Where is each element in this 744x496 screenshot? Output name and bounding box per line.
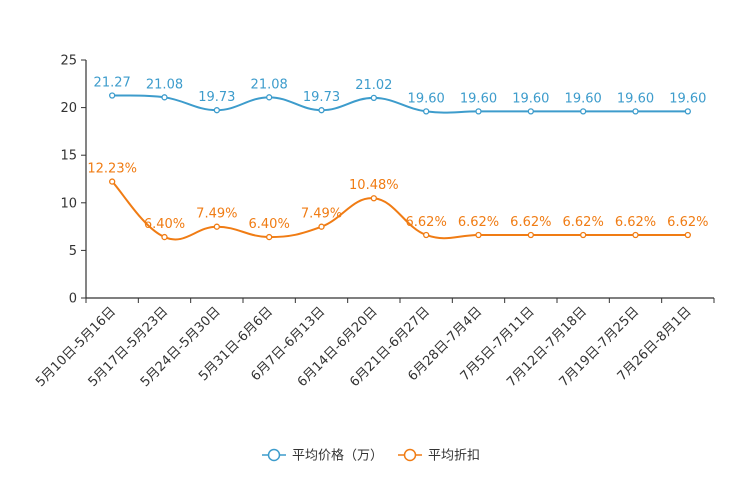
series-line	[112, 94, 688, 114]
data-point[interactable]	[527, 231, 534, 239]
y-tick-label: 0	[69, 292, 77, 307]
data-label: 21.02	[355, 78, 392, 93]
legend-item[interactable]: 平均折扣	[398, 449, 480, 464]
data-point[interactable]	[213, 107, 220, 114]
data-point[interactable]	[684, 108, 691, 115]
data-label: 6.62%	[667, 215, 708, 230]
data-point[interactable]	[632, 108, 639, 115]
data-point[interactable]	[213, 223, 220, 230]
data-point[interactable]	[161, 233, 168, 241]
legend-swatch-marker	[267, 448, 281, 462]
data-label: 10.48%	[349, 178, 399, 193]
chart-legend[interactable]: 平均价格（万） 平均折扣	[262, 448, 480, 464]
data-label: 7.49%	[196, 207, 237, 222]
data-point[interactable]	[684, 231, 691, 239]
data-label: 19.60	[408, 91, 445, 106]
data-label: 19.60	[460, 91, 497, 106]
series-group: 21.27 21.08 19.73 21.08 19.73 21.02 19.60 19.60…	[94, 76, 706, 115]
data-point[interactable]	[370, 94, 377, 102]
data-label: 7.49%	[301, 207, 342, 222]
data-point[interactable]	[475, 231, 482, 239]
legend-swatch-marker	[403, 448, 417, 462]
data-point[interactable]	[632, 231, 639, 239]
data-label: 6.40%	[144, 217, 185, 232]
data-point[interactable]	[423, 108, 430, 115]
y-tick-label: 15	[60, 149, 77, 164]
data-label: 12.23%	[87, 162, 137, 177]
data-point[interactable]	[475, 108, 482, 115]
data-label: 6.62%	[406, 215, 447, 230]
data-label: 21.08	[251, 77, 288, 92]
data-point[interactable]	[527, 108, 534, 115]
data-label: 6.62%	[510, 215, 551, 230]
data-label: 6.62%	[615, 215, 656, 230]
y-tick-label: 10	[60, 196, 77, 211]
chart-axes: 05101520255月10日-5月16日5月17日-5月23日5月24日-5月…	[33, 54, 715, 390]
y-tick-label: 25	[60, 54, 77, 69]
data-label: 19.60	[617, 91, 654, 106]
data-label: 19.73	[303, 90, 340, 105]
data-label: 6.62%	[563, 215, 604, 230]
legend-label: 平均价格（万）	[292, 448, 383, 464]
data-point[interactable]	[109, 178, 116, 185]
data-label: 19.73	[198, 90, 235, 105]
chart-series: 21.27 21.08 19.73 21.08 19.73 21.02 19.60 19.60…	[87, 76, 708, 241]
legend-label: 平均折扣	[428, 449, 480, 464]
data-point[interactable]	[109, 92, 116, 99]
data-label: 19.60	[512, 91, 549, 106]
data-point[interactable]	[266, 94, 273, 101]
data-point[interactable]	[266, 233, 273, 241]
data-point[interactable]	[318, 107, 325, 114]
data-point[interactable]	[423, 231, 430, 239]
data-label: 6.40%	[249, 217, 290, 232]
data-point[interactable]	[370, 195, 377, 202]
y-tick-label: 20	[60, 101, 77, 116]
data-point[interactable]	[161, 94, 168, 101]
y-tick-label: 5	[69, 244, 77, 259]
data-label: 21.27	[94, 76, 131, 91]
legend-item[interactable]: 平均价格（万）	[262, 448, 383, 464]
data-label: 21.08	[146, 77, 183, 92]
data-point[interactable]	[580, 108, 587, 115]
series-group: 12.23% 6.40% 7.49% 6.40% 7.49% 10.48% 6.62% 6.6…	[87, 162, 708, 241]
data-label: 6.62%	[458, 215, 499, 230]
data-point[interactable]	[580, 231, 587, 239]
data-label: 19.60	[565, 91, 602, 106]
data-point[interactable]	[318, 223, 325, 230]
data-label: 19.60	[669, 91, 706, 106]
